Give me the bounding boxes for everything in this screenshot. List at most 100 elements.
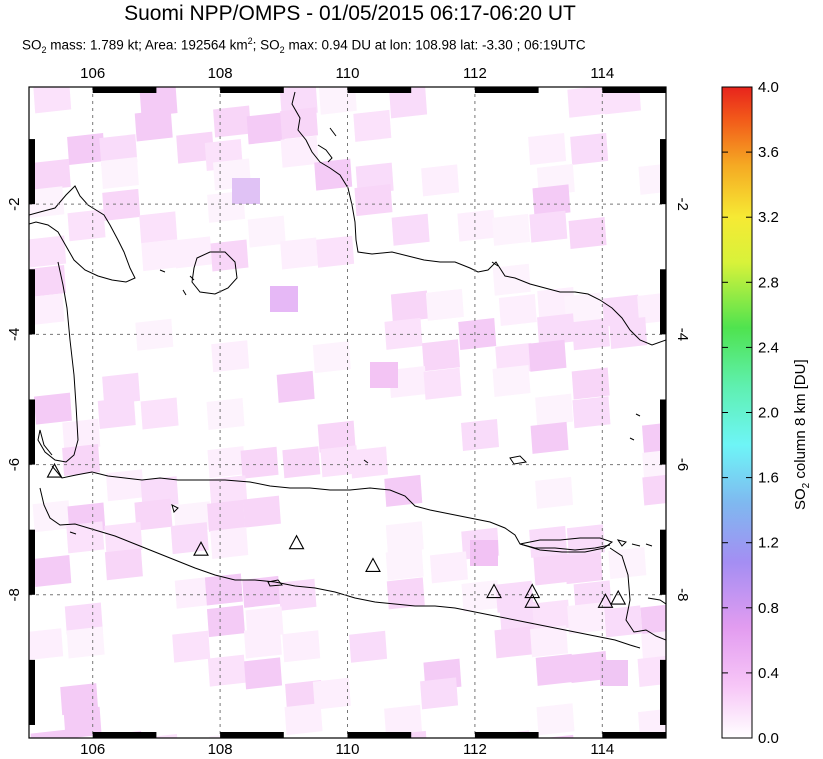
map-border-scale (29, 87, 666, 738)
border-bar-top (92, 87, 157, 93)
max-prefix: ; SO (252, 37, 280, 53)
border-bar-right (660, 529, 666, 595)
so2-cell (385, 521, 424, 554)
border-bar-bottom (474, 732, 539, 738)
so2-cell (141, 239, 180, 272)
so2-cell (320, 445, 359, 478)
colorbar-tick-label: 2.4 (758, 339, 779, 356)
so2-cell (567, 602, 606, 635)
borneo-coastline (291, 91, 666, 346)
lon-tick-labels-top: 106 108 110 112 114 (80, 65, 614, 82)
so2-cell (638, 163, 666, 195)
so2-cell (33, 392, 72, 425)
so2-cell (353, 109, 392, 142)
so2-cell (529, 525, 568, 558)
so2-cell (139, 87, 178, 118)
so2-cell (532, 599, 571, 632)
lon-tick-label: 114 (590, 65, 614, 82)
so2-cell (494, 626, 533, 659)
lat-tick-label: -2 (674, 198, 691, 211)
border-bar-right (660, 399, 666, 465)
volcano-triangle-icon (288, 534, 305, 550)
so2-cell (62, 418, 101, 451)
volcano-markers (46, 462, 627, 608)
so2-cell (102, 188, 141, 221)
so2-cell (246, 112, 285, 145)
so2-cell (29, 264, 67, 297)
so2-cell (104, 548, 143, 581)
so2-cell (571, 367, 610, 400)
so2-cell (642, 474, 666, 506)
border-bar-top (347, 87, 412, 93)
volcano-triangle-icon (524, 593, 541, 608)
lon-tick-label: 110 (336, 65, 360, 82)
so2-cell (492, 213, 531, 246)
so2-cell (638, 708, 666, 738)
so2-cell (318, 87, 357, 115)
sumatra-coastline (29, 185, 136, 463)
lon-tick-label: 114 (590, 741, 614, 758)
so2-cell (461, 580, 500, 613)
so2-cell-strong (232, 178, 260, 204)
so2-cell (204, 573, 243, 606)
coastlines (29, 91, 666, 649)
lon-tick-label: 112 (463, 741, 487, 758)
so2-prefix: SO (22, 37, 42, 53)
colorbar-tick-label: 2.0 (758, 405, 779, 422)
so2-cell (429, 551, 468, 584)
so2-cell (492, 263, 531, 296)
so2-subscript: 2 (41, 45, 47, 56)
so2-cell (389, 87, 428, 119)
so2-cell (564, 552, 603, 585)
lat-tick-label: -4 (6, 328, 23, 341)
border-bar-top (474, 87, 539, 93)
border-bar-left (29, 139, 35, 205)
border-bar-top (220, 87, 284, 93)
so2-cell (564, 292, 603, 325)
so2-cell (349, 630, 388, 663)
so2-cell (213, 105, 252, 138)
volcano-triangle-icon (193, 541, 209, 556)
so2-cell (282, 630, 321, 663)
so2-cell (528, 132, 567, 165)
so2-cell (211, 340, 250, 373)
so2-cell (391, 213, 430, 246)
borneo-inlet (317, 127, 337, 163)
so2-cell (244, 657, 283, 690)
so2-cell (536, 703, 575, 736)
so2-cell (29, 235, 67, 268)
so2-cell (66, 521, 105, 554)
so2-cell (569, 651, 608, 684)
so2-cell (390, 290, 429, 323)
so2-cell (640, 604, 666, 636)
lat-lon-grid (29, 87, 666, 738)
so2-cell (572, 396, 611, 429)
volcano-triangle-icon (524, 583, 541, 599)
colorbar-ticks: 4.0 3.6 3.2 2.8 2.4 2.0 1.6 1.2 0.8 0.4 0.0 (722, 79, 779, 747)
so2-cell (604, 605, 643, 638)
so2-cell (421, 339, 460, 372)
so2-cell (457, 209, 496, 242)
so2-cell (174, 236, 213, 269)
java-south-coastline (39, 487, 641, 649)
so2-cell (544, 734, 574, 738)
so2-cell (30, 729, 68, 738)
so2-cell (529, 210, 568, 243)
so2-cell (637, 292, 666, 325)
so2-cell (567, 87, 606, 118)
so2-summary: SO2 mass: 1.789 kt; Area: 192564 km2; SO… (22, 36, 586, 55)
cbar-label-text: column 8 km [DU] (792, 359, 809, 483)
so2-cell (100, 157, 139, 190)
so2-cell (608, 547, 647, 580)
so2-cell (312, 341, 351, 374)
so2-cell (102, 372, 141, 405)
so2-cell (602, 294, 641, 327)
border-bar-right (660, 139, 666, 205)
so2-cell-strong (270, 286, 298, 312)
so2-cell (384, 317, 423, 350)
so2-cell (140, 397, 179, 430)
lat-tick-labels-right: -2 -4 -6 -8 (674, 198, 691, 602)
so2-cell (66, 626, 105, 659)
so2-cell (63, 706, 102, 738)
volcano-triangle-icon (486, 583, 502, 599)
